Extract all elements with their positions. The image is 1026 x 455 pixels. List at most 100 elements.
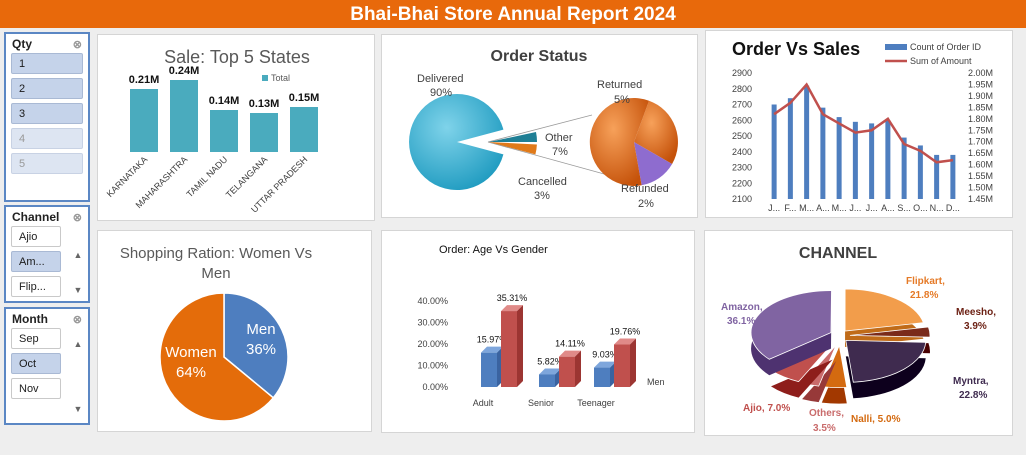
x-tick: J... <box>866 203 878 213</box>
y2-tick: 1.90M <box>968 91 993 101</box>
series-label: Men <box>647 377 665 387</box>
slice-pct: 22.8% <box>959 390 987 401</box>
qty-item-2[interactable]: 2 <box>11 78 83 99</box>
y-tick: 2300 <box>732 163 752 173</box>
slice-label: Returned <box>597 79 642 91</box>
qty-item-5[interactable]: 5 <box>11 153 83 174</box>
slice-cancelled <box>489 142 537 155</box>
channel-panel: CHANNEL Flipkart, 21.8% Meesho, 3.9% Myn… <box>704 230 1013 436</box>
chart-title: Order Status <box>491 48 588 65</box>
x-tick: M... <box>832 203 847 213</box>
bar-telangana <box>250 113 278 152</box>
y-tick: 2800 <box>732 84 752 94</box>
slice-label: Meesho, <box>956 307 996 318</box>
clear-filter-icon[interactable]: ⊗ <box>72 211 82 224</box>
bar-women-adult <box>481 352 497 387</box>
channel-chart: CHANNEL Flipkart, 21.8% Meesho, 3.9% Myn… <box>721 245 996 434</box>
clear-filter-icon[interactable]: ⊗ <box>72 38 82 51</box>
slice-women <box>159 292 275 422</box>
chart-title: Order Vs Sales <box>732 39 860 59</box>
bar-order-count <box>869 123 875 199</box>
y-tick: 40.00% <box>417 296 448 306</box>
x-tick: J... <box>768 203 780 213</box>
month-item-oct[interactable]: Oct <box>11 353 61 374</box>
qty-item-1[interactable]: 1 <box>11 53 83 74</box>
slice-label: Nalli, 5.0% <box>851 414 901 425</box>
order-vs-sales-chart: Order Vs Sales Count of Order ID Sum of … <box>732 39 993 213</box>
bar-women-teenager <box>594 367 610 387</box>
clear-filter-icon[interactable]: ⊗ <box>72 313 82 326</box>
qty-item-3[interactable]: 3 <box>11 103 83 124</box>
x-tick: N... <box>930 203 944 213</box>
data-label: 0.15M <box>289 92 320 104</box>
top-states-panel: Sale: Top 5 States Total 0.21M KARNATAKA 0… <box>97 34 375 221</box>
qty-item-4[interactable]: 4 <box>11 128 83 149</box>
y2-tick: 1.55M <box>968 171 993 181</box>
x-tick: O... <box>913 203 928 213</box>
channel-item-amazon[interactable]: Am... <box>11 251 61 272</box>
bar-top-women <box>481 346 503 353</box>
slice-delivered <box>409 94 504 190</box>
slice-pct: 21.8% <box>910 290 938 301</box>
bar-uttar-pradesh <box>290 107 318 152</box>
y2-tick: 2.00M <box>968 68 993 78</box>
scroll-up-icon[interactable]: ▲ <box>73 339 83 349</box>
y-tick: 0.00% <box>422 382 448 392</box>
category-label: Teenager <box>577 398 615 408</box>
data-label: 5.82% <box>537 356 563 366</box>
qty-slicer: Qty ⊗ 1 2 3 4 5 <box>4 32 90 202</box>
x-tick: S... <box>897 203 911 213</box>
y-tick: 30.00% <box>417 318 448 328</box>
slice-label: Delivered <box>417 73 463 85</box>
slice-myntra <box>845 339 927 383</box>
slice-pct: 5% <box>614 94 630 106</box>
slice-label: Myntra, <box>953 376 989 387</box>
slice-returned-rest <box>589 97 649 186</box>
bar-order-count <box>787 98 793 199</box>
slice-returned <box>634 100 678 164</box>
y2-tick: 1.85M <box>968 102 993 112</box>
bar-order-count <box>950 154 956 199</box>
channel-item-flipkart[interactable]: Flip... <box>11 276 61 297</box>
scroll-down-icon[interactable]: ▼ <box>73 404 83 414</box>
slice-pct: 7% <box>552 146 568 158</box>
data-label: 35.31% <box>497 293 528 303</box>
slice-other <box>489 132 538 142</box>
slice-pct: 36% <box>246 341 276 358</box>
slice-flipkart <box>844 288 924 332</box>
bar-top-men <box>501 305 523 312</box>
category-label: Senior <box>528 398 554 408</box>
data-label: 9.03% <box>592 350 618 360</box>
y-tick: 2900 <box>732 68 752 78</box>
slice-label: Men <box>246 321 275 338</box>
bar-side-men <box>575 350 581 387</box>
y2-tick: 1.80M <box>968 114 993 124</box>
chart-title: CHANNEL <box>799 245 877 262</box>
bar-top-women <box>594 361 616 368</box>
scroll-down-icon[interactable]: ▼ <box>73 285 83 295</box>
channel-item-ajio[interactable]: Ajio <box>11 226 61 247</box>
bar-women-senior <box>539 374 555 387</box>
x-tick: A... <box>816 203 830 213</box>
slice-label: Amazon, <box>721 302 763 313</box>
bar-order-count <box>934 154 940 199</box>
y-tick: 20.00% <box>417 339 448 349</box>
bar-top-men <box>559 350 581 357</box>
category-label: Adult <box>473 398 494 408</box>
slice-pct: 36.1% <box>727 316 755 327</box>
month-slicer: Month ⊗ Sep Oct Nov ▲ ▼ <box>4 307 90 425</box>
slice-meesho <box>849 326 931 338</box>
y2-tick: 1.75M <box>968 125 993 135</box>
bar-maharashtra <box>170 80 198 152</box>
legend-swatch <box>262 75 268 81</box>
x-tick: J... <box>849 203 861 213</box>
data-label: 0.21M <box>129 74 160 86</box>
bar-top-men <box>614 338 636 345</box>
scroll-up-icon[interactable]: ▲ <box>73 250 83 260</box>
data-label: 15.97% <box>477 335 508 345</box>
legend-label: Sum of Amount <box>910 56 972 66</box>
y2-tick: 1.45M <box>968 194 993 204</box>
month-item-nov[interactable]: Nov <box>11 378 61 399</box>
month-item-sep[interactable]: Sep <box>11 328 61 349</box>
chart-title: Sale: Top 5 States <box>164 47 310 67</box>
